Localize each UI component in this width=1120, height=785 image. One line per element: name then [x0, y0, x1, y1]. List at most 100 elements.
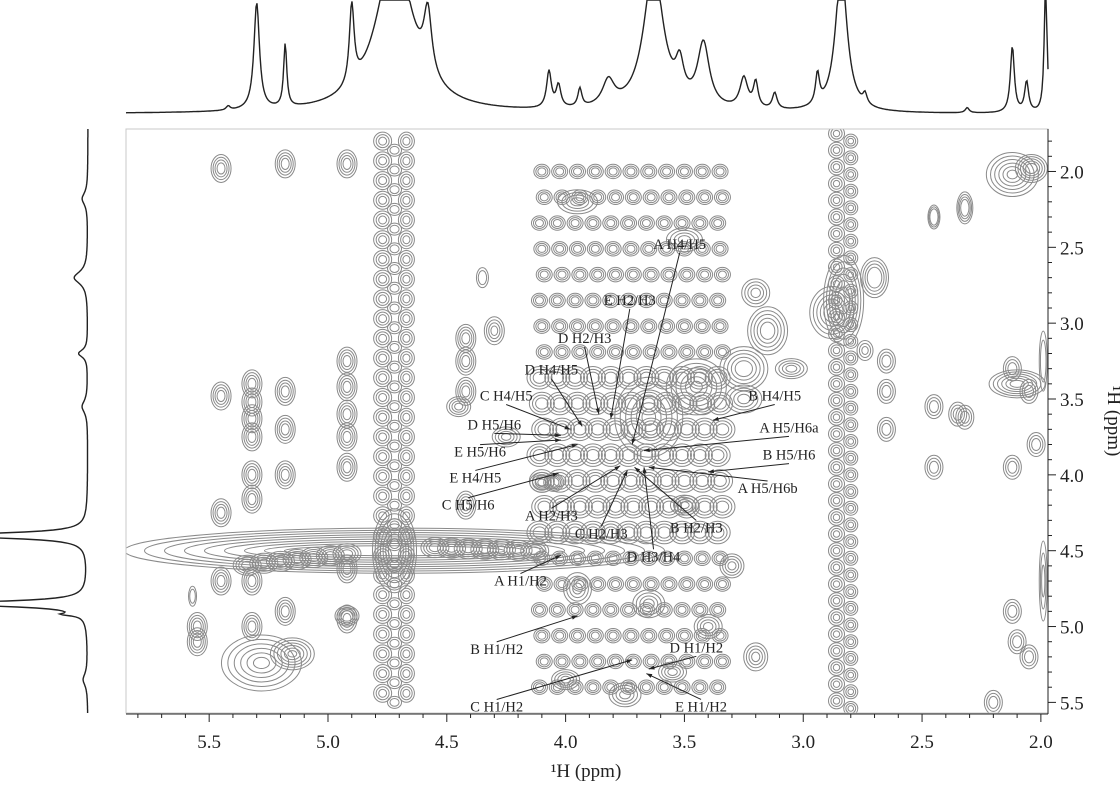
contour-peak	[373, 387, 393, 407]
contour-peak	[860, 257, 890, 299]
contour-peak	[397, 269, 415, 289]
contour-peak	[924, 394, 944, 420]
contour-peak	[1007, 629, 1027, 655]
contour-peak	[475, 267, 489, 289]
contour-peak	[696, 653, 714, 670]
contour-peak	[562, 443, 589, 467]
contour-peak	[387, 281, 403, 295]
contour-peak	[828, 258, 846, 276]
contour-peak	[642, 344, 660, 360]
x-tick-label: 4.0	[554, 732, 578, 753]
peak-annotation: C H1/H2	[470, 659, 633, 715]
contour-peak	[823, 254, 865, 346]
annotation-leader-line	[496, 615, 578, 643]
contour-peak	[774, 358, 808, 380]
peak-annotation: A H5/H6a	[643, 420, 819, 453]
contour-peak	[607, 189, 625, 205]
peak-annotation: E H5/H6	[454, 438, 561, 461]
contour-peak	[686, 520, 713, 545]
contour-peak	[843, 150, 859, 166]
annotation-leader-line	[648, 655, 697, 670]
contour-peak	[658, 318, 676, 334]
contour-peak	[397, 289, 415, 309]
contour-peak	[828, 542, 846, 560]
contour-peak	[586, 241, 604, 257]
contour-peak	[843, 433, 859, 449]
contour-peak	[655, 215, 673, 231]
contour-peak	[210, 381, 232, 411]
plot-frame	[125, 128, 1049, 714]
contour-peak	[843, 517, 859, 533]
contour-peak	[553, 266, 571, 283]
contour-peak	[622, 627, 640, 644]
contour-peak	[843, 700, 859, 713]
contour-peak	[533, 241, 551, 257]
contour-peak	[582, 469, 609, 493]
contour-peak	[602, 602, 620, 618]
contour-peak	[387, 478, 403, 492]
contour-peak	[397, 230, 415, 250]
annotation-arrowhead	[623, 470, 628, 477]
contour-peak	[564, 391, 591, 416]
contour-peak	[637, 292, 655, 309]
contour-peak	[671, 469, 698, 493]
contour-peak	[562, 366, 589, 390]
contour-peak	[843, 400, 859, 416]
contour-peak	[387, 340, 403, 354]
contour-peak	[373, 644, 393, 664]
contour-peak	[373, 289, 393, 309]
contour-peak	[1038, 540, 1048, 622]
contour-peak	[387, 360, 403, 374]
peak-annotation: E H4/H5	[449, 443, 578, 486]
contour-peak	[655, 494, 682, 519]
contour-peak	[637, 679, 655, 695]
contour-map	[126, 129, 1048, 713]
annotation-label: A H4/H5	[653, 237, 706, 253]
contour-peak	[387, 301, 403, 315]
contour-peak	[600, 391, 627, 416]
contour-peak	[336, 149, 358, 179]
contour-peak	[241, 404, 263, 434]
contour-peak	[531, 494, 558, 519]
contour-peak	[622, 163, 640, 180]
contour-peak	[274, 376, 296, 406]
annotation-label: C H1/H2	[470, 699, 523, 715]
contour-peak	[548, 215, 566, 231]
annotation-leader-line	[506, 404, 571, 430]
contour-peak	[828, 492, 846, 510]
contour-peak	[604, 550, 622, 566]
annotation-arrowhead	[644, 447, 650, 453]
contour-peak	[455, 490, 477, 520]
peak-annotation: C H2/H3	[575, 470, 628, 543]
annotation-label: B H4/H5	[748, 389, 801, 405]
contour-peak	[373, 190, 393, 210]
contour-peak	[624, 576, 642, 592]
contour-peak	[544, 520, 571, 545]
annotation-label: C H4/H5	[480, 389, 533, 405]
contour-peak	[843, 133, 859, 149]
y-tick-label: 4.0	[1060, 466, 1084, 487]
annotation-leader-line	[643, 467, 655, 550]
contour-peak	[828, 375, 846, 393]
contour-peak	[704, 366, 731, 390]
contour-peak	[387, 676, 403, 690]
contour-peak	[709, 679, 727, 695]
contour-peak	[651, 443, 678, 467]
contour-peak	[828, 425, 846, 443]
contour-peak	[373, 230, 393, 250]
contour-peak	[741, 278, 771, 308]
contour-peak	[638, 417, 665, 442]
contour-peak	[387, 202, 403, 216]
annotation-arrowhead	[609, 412, 614, 419]
contour-peak	[397, 249, 415, 269]
contour-peak	[689, 391, 716, 416]
contour-peak	[660, 576, 678, 592]
contour-peak	[274, 460, 296, 490]
contour-peak	[373, 447, 393, 467]
contour-peak	[397, 447, 415, 467]
y-tick-label: 3.0	[1060, 314, 1084, 335]
contour-peak	[241, 422, 263, 452]
contour-peak	[696, 344, 714, 360]
contour-peak	[704, 520, 731, 545]
contour-peak	[955, 404, 975, 430]
